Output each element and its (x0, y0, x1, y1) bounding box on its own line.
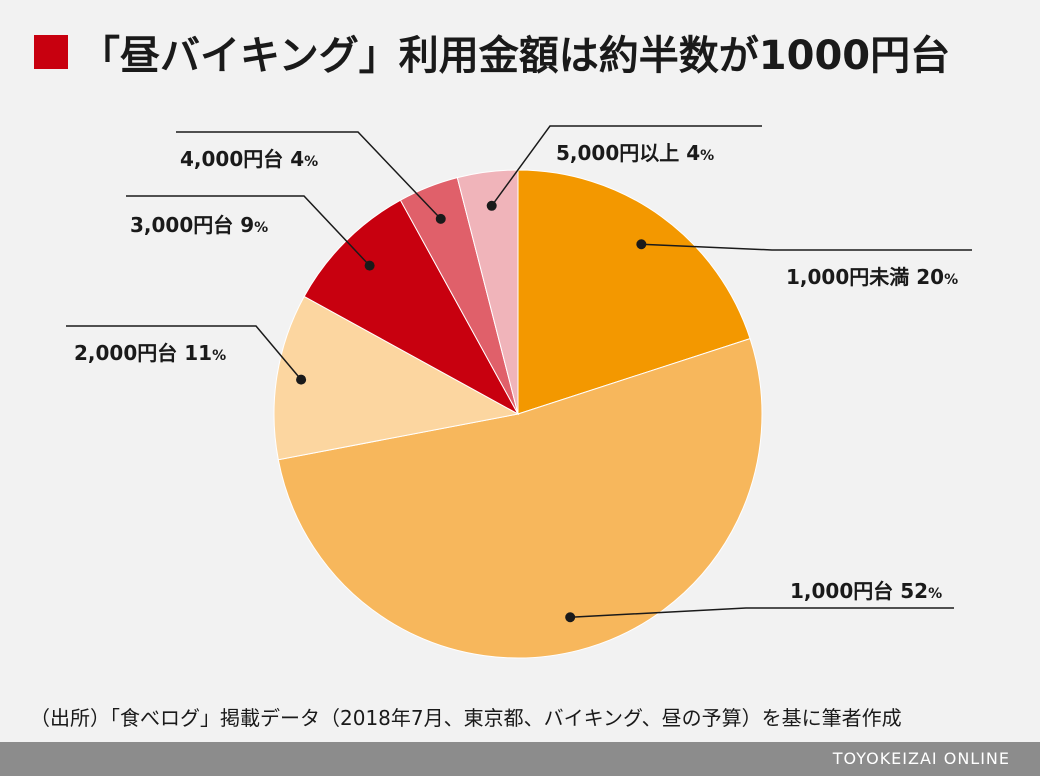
leader-line (66, 325, 302, 381)
slice-label-unit: % (928, 586, 942, 602)
slice-label-value: 9 (240, 213, 254, 237)
pie-slice (517, 169, 751, 415)
slice-label-category: 4,000円台 (180, 147, 290, 171)
leader-line (641, 243, 972, 251)
leader-line (176, 131, 442, 220)
slice-label: 4,000円台 4% (180, 147, 318, 171)
leader-line (570, 607, 954, 618)
slice-label-category: 1,000円台 (790, 579, 900, 603)
slice-label: 1,000円未満 20% (786, 265, 958, 289)
title-marker-icon (34, 35, 68, 69)
leader-lines (66, 125, 972, 623)
chart-title: 「昼バイキング」利用金額は約半数が1000円台 (34, 22, 950, 82)
chart-title-text: 「昼バイキング」利用金額は約半数が1000円台 (80, 33, 951, 79)
slice-label-category: 1,000円未満 (786, 265, 916, 289)
leader-line (491, 125, 762, 207)
slice-label-unit: % (944, 272, 958, 288)
slice-label-value: 11 (184, 341, 212, 365)
pie-slice (277, 337, 763, 659)
pie-slices (273, 169, 763, 659)
footer-brand: TOYOKEIZAI ONLINE (832, 749, 1010, 768)
slice-label: 2,000円台 11% (74, 341, 226, 365)
slice-label-unit: % (700, 148, 714, 164)
footer-bar: TOYOKEIZAI ONLINE (0, 742, 1040, 776)
slice-label-unit: % (304, 154, 318, 170)
source-note: （出所）「食べログ」掲載データ（2018年7月、東京都、バイキング、昼の予算）を… (30, 706, 902, 730)
slice-label-value: 52 (900, 579, 928, 603)
slice-label-category: 3,000円台 (130, 213, 240, 237)
slice-label: 5,000円以上 4% (556, 141, 714, 165)
slice-label-unit: % (254, 220, 268, 236)
pie-chart: 1,000円未満 20%1,000円台 52%2,000円台 11%3,000円… (66, 125, 972, 659)
slice-labels: 1,000円未満 20%1,000円台 52%2,000円台 11%3,000円… (74, 141, 958, 603)
slice-label-unit: % (212, 348, 226, 364)
chart-canvas: 「昼バイキング」利用金額は約半数が1000円台 1,000円未満 20% 1,00… (0, 0, 1040, 742)
slice-label-category: 2,000円台 (74, 341, 184, 365)
pie-slice (273, 295, 520, 461)
leader-line (126, 195, 371, 267)
slice-label-value: 4 (686, 141, 700, 165)
slice-label: 1,000円台 52% (790, 579, 942, 603)
slice-label-value: 4 (290, 147, 304, 171)
slice-label: 3,000円台 9% (130, 213, 268, 237)
slice-label-category: 5,000円以上 (556, 141, 686, 165)
slice-label-value: 20 (916, 265, 944, 289)
